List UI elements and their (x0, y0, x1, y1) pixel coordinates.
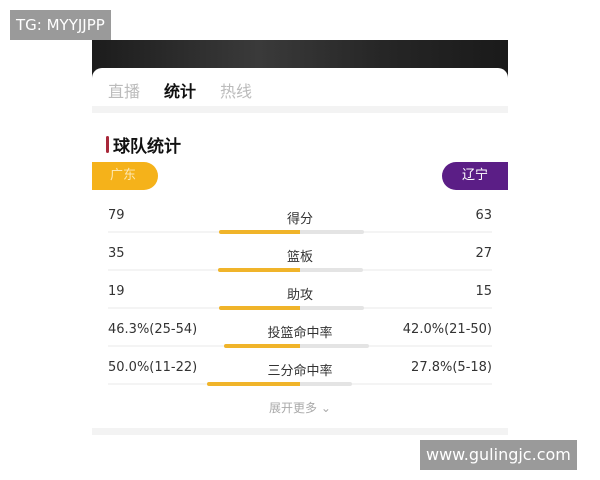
tab-hotline[interactable]: 热线 (220, 82, 253, 101)
stat-name: 三分命中率 (267, 364, 333, 379)
stat-name: 投篮命中率 (267, 326, 333, 341)
left-value: 46.3%(25-54) (108, 322, 198, 337)
stat-row: 35 篮板 27 (108, 246, 492, 280)
divider (92, 428, 508, 435)
right-value: 15 (475, 284, 492, 299)
left-value: 50.0%(11-22) (108, 360, 198, 375)
stat-name: 篮板 (286, 250, 313, 265)
right-bar (300, 306, 364, 310)
expand-more-button[interactable]: 展开更多 ⌄ (92, 399, 508, 416)
stats-card: 直播 统计 热线 球队统计 广东 辽宁 79 得分 63 35 篮板 27 19… (92, 68, 508, 440)
right-bar (300, 382, 352, 386)
stat-row: 46.3%(25-54) 投篮命中率 42.0%(21-50) (108, 322, 492, 356)
left-bar (218, 306, 300, 310)
tab-stats[interactable]: 统计 (164, 78, 197, 109)
chevron-down-icon: ⌄ (320, 401, 331, 415)
stat-row: 19 助攻 15 (108, 284, 492, 318)
right-bar (300, 268, 364, 272)
stat-name: 得分 (286, 212, 313, 227)
watermark-bottom: www.gulingjc.com (420, 440, 577, 470)
right-value: 27.8%(5-18) (411, 360, 492, 375)
accent-bar (106, 136, 109, 153)
left-bar (219, 230, 300, 234)
right-value: 63 (475, 208, 492, 223)
expand-label: 展开更多 (269, 401, 318, 415)
right-value: 42.0%(21-50) (402, 322, 492, 337)
tab-bar: 直播 统计 热线 (108, 78, 253, 109)
left-value: 79 (108, 208, 125, 223)
left-value: 35 (108, 246, 125, 261)
right-bar (300, 230, 365, 234)
left-value: 19 (108, 284, 125, 299)
section-title: 球队统计 (106, 132, 181, 157)
watermark-top: TG: MYYJJPP (10, 10, 111, 40)
stat-row: 50.0%(11-22) 三分命中率 27.8%(5-18) (108, 360, 492, 394)
left-bar (206, 382, 300, 386)
divider (92, 106, 508, 113)
team-right-badge: 辽宁 (442, 162, 508, 190)
team-left-badge: 广东 (92, 162, 158, 190)
stat-row: 79 得分 63 (108, 208, 492, 242)
left-bar (223, 344, 300, 348)
right-value: 27 (475, 246, 492, 261)
tab-live[interactable]: 直播 (108, 82, 141, 101)
left-bar (218, 268, 300, 272)
right-bar (300, 344, 369, 348)
stat-name: 助攻 (286, 288, 313, 303)
section-title-text: 球队统计 (113, 137, 181, 157)
